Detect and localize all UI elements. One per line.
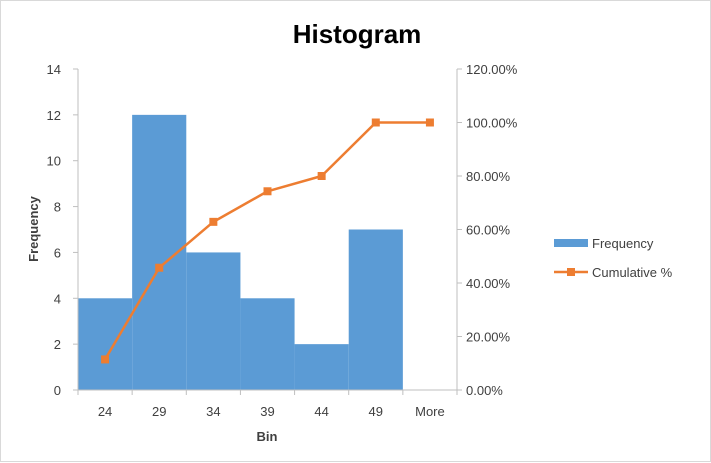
legend-cumulative-label: Cumulative %	[592, 265, 673, 280]
x-tick-label-34: 34	[206, 404, 220, 419]
right-y-tick-label: 20.00%	[466, 330, 511, 345]
cumulative-point-29	[155, 263, 164, 272]
cumulative-point-24	[101, 355, 110, 364]
x-tick-label-49: 49	[369, 404, 383, 419]
legend-frequency-swatch	[554, 239, 588, 247]
left-y-tick-label: 12	[47, 108, 61, 123]
x-axis-title: Bin	[257, 429, 278, 444]
left-y-tick-label: 10	[47, 154, 61, 169]
left-y-tick-label: 6	[54, 245, 61, 260]
frequency-bar-24	[78, 298, 133, 390]
x-tick-label-44: 44	[314, 404, 328, 419]
left-y-tick-label: 2	[54, 337, 61, 352]
left-y-tick-label: 14	[47, 62, 61, 77]
bars-layer	[78, 114, 403, 390]
frequency-bar-34	[186, 252, 241, 390]
cumulative-point-49	[371, 118, 380, 127]
right-y-tick-label: 100.00%	[466, 116, 518, 131]
x-tick-label-29: 29	[152, 404, 166, 419]
legend: Frequency Cumulative %	[554, 236, 673, 280]
frequency-bar-49	[348, 229, 403, 390]
frequency-bar-39	[240, 298, 295, 390]
cumulative-point-39	[263, 187, 272, 196]
x-tick-label-More: More	[415, 404, 445, 419]
frequency-bar-44	[294, 344, 349, 390]
cumulative-point-More	[425, 118, 434, 127]
right-y-tick-label: 40.00%	[466, 276, 511, 291]
chart-title: Histogram	[293, 19, 422, 49]
ticks-layer: 024681012140.00%20.00%40.00%60.00%80.00%…	[47, 62, 518, 419]
left-y-tick-label: 4	[54, 291, 61, 306]
left-y-tick-label: 8	[54, 200, 61, 215]
legend-cumulative-marker	[567, 268, 575, 276]
x-tick-label-39: 39	[260, 404, 274, 419]
x-tick-label-24: 24	[98, 404, 112, 419]
cumulative-line-layer	[101, 118, 434, 364]
right-y-tick-label: 0.00%	[466, 383, 503, 398]
right-y-tick-label: 120.00%	[466, 62, 518, 77]
cumulative-point-34	[209, 217, 218, 226]
y-axis-title: Frequency	[26, 195, 41, 262]
legend-frequency-label: Frequency	[592, 236, 654, 251]
cumulative-point-44	[317, 172, 326, 180]
left-y-tick-label: 0	[54, 383, 61, 398]
right-y-tick-label: 60.00%	[466, 223, 511, 238]
right-y-tick-label: 80.00%	[466, 169, 511, 184]
